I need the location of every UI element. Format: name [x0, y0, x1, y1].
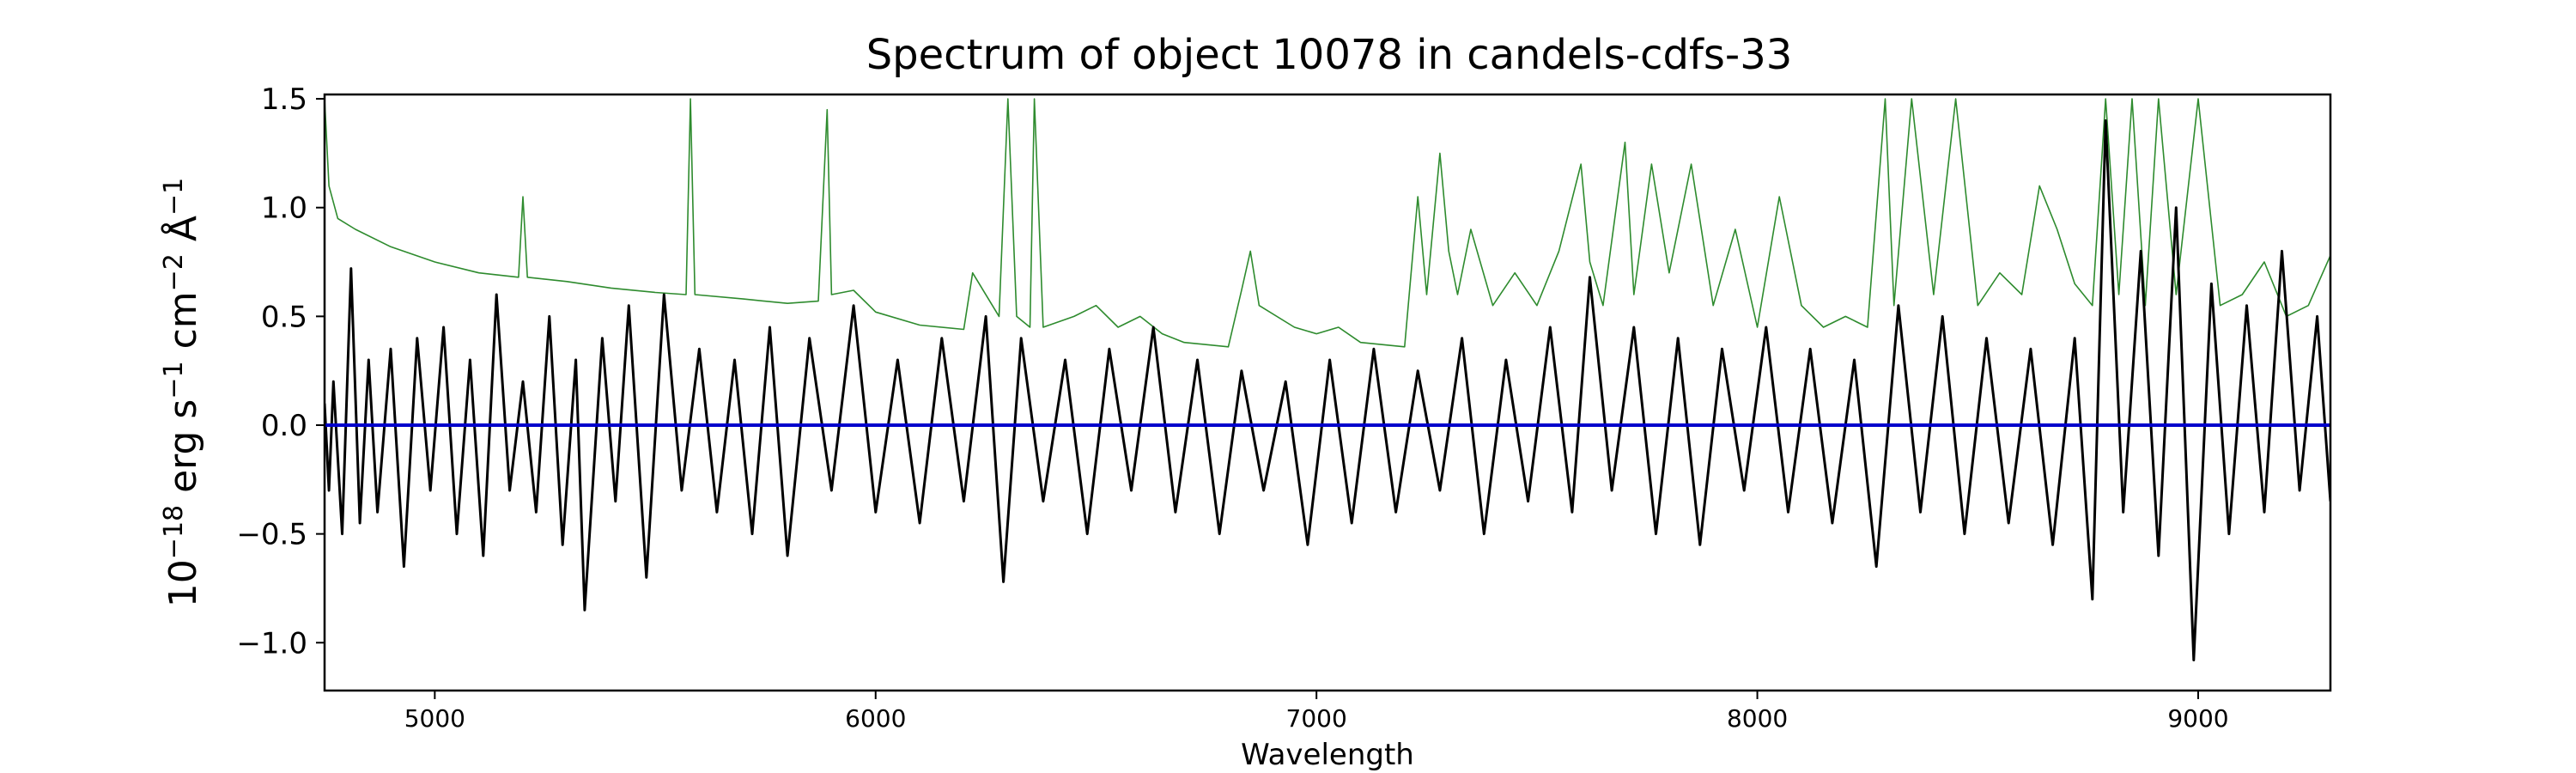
- y-tick-label: 0.0: [261, 409, 307, 443]
- series-layer: [325, 98, 2330, 661]
- y-tick-label: −0.5: [236, 518, 307, 552]
- y-tick-label: 1.5: [261, 82, 307, 117]
- x-tick-label: 7000: [1286, 704, 1347, 733]
- y-tick-label: −1.0: [236, 626, 307, 660]
- x-tick-label: 8000: [1727, 704, 1788, 733]
- x-tick-label: 6000: [845, 704, 906, 733]
- y-tick-label: 1.0: [261, 192, 307, 226]
- y-axis: −1.0 −0.5 0.0 0.5 1.0 1.5: [236, 82, 325, 660]
- x-tick-label: 5000: [404, 704, 465, 733]
- y-axis-label-part: 10: [161, 559, 205, 607]
- y-axis-label-part: −1: [159, 361, 189, 399]
- flux-series-line: [325, 119, 2330, 661]
- error-series-line: [325, 98, 2330, 348]
- y-axis-label-part: Å: [160, 216, 205, 253]
- y-axis-label: 10−18 erg s−1 cm−2 Å−1: [159, 178, 205, 607]
- x-tick-label: 9000: [2167, 704, 2228, 733]
- y-tick-label: 0.5: [261, 300, 307, 334]
- y-axis-label-part: −1: [159, 178, 189, 216]
- y-axis-label-part: cm: [161, 291, 205, 361]
- y-axis-label-part: −18: [159, 505, 189, 559]
- x-axis-label: Wavelength: [1241, 738, 1414, 772]
- x-axis: 5000 6000 7000 8000 9000: [404, 691, 2229, 733]
- y-axis-label-part: erg s: [161, 399, 205, 505]
- y-axis-label-part: −2: [159, 253, 189, 291]
- plot-frame: [323, 93, 2332, 692]
- chart-title: Spectrum of object 10078 in candels-cdfs…: [866, 31, 1793, 79]
